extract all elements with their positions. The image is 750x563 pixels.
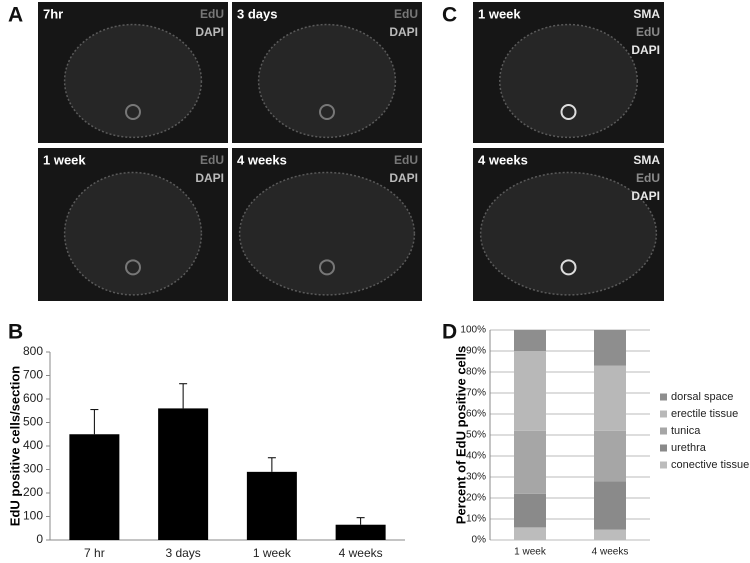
x-tick-label: 1 week — [514, 547, 547, 558]
y-tick-label: 800 — [23, 344, 43, 358]
panel-letter: D — [442, 321, 457, 344]
panel-letter: A — [8, 4, 23, 27]
y-tick-label: 0% — [472, 535, 487, 546]
legend-label: tunica — [671, 425, 701, 437]
tissue-section — [238, 171, 416, 296]
bar-segment — [514, 493, 546, 528]
stain-label: EdU — [200, 7, 224, 21]
x-tick-label: 4 weeks — [339, 546, 383, 560]
x-tick-label: 4 weeks — [592, 547, 629, 558]
y-axis-title: EdU positive cells/section — [7, 366, 22, 526]
y-tick-label: 60% — [466, 409, 486, 420]
y-tick-label: 80% — [466, 367, 486, 378]
y-tick-label: 600 — [23, 391, 43, 405]
stain-label: EdU — [636, 25, 660, 39]
image-label: 1 week — [478, 6, 521, 21]
stain-label: DAPI — [389, 25, 418, 39]
y-tick-label: 700 — [23, 368, 43, 382]
legend-swatch — [660, 427, 667, 435]
tissue-section — [63, 23, 203, 139]
x-tick-label: 7 hr — [84, 546, 105, 560]
y-tick-label: 10% — [466, 514, 486, 525]
legend-label: erectile tissue — [671, 408, 738, 420]
stain-label: DAPI — [195, 25, 224, 39]
stain-label: EdU — [636, 171, 660, 185]
image-label: 4 weeks — [478, 152, 528, 167]
bar-segment — [594, 481, 626, 530]
bar — [158, 408, 209, 540]
bar-segment — [594, 330, 626, 366]
y-tick-label: 0 — [36, 532, 43, 546]
image-label: 4 weeks — [237, 152, 287, 167]
y-tick-label: 200 — [23, 485, 43, 499]
stain-label: EdU — [394, 153, 418, 167]
legend-label: dorsal space — [671, 391, 733, 403]
legend-swatch — [660, 444, 667, 452]
urethra-outline — [125, 259, 141, 276]
x-tick-label: 1 week — [253, 546, 292, 560]
legend-label: urethra — [671, 442, 707, 454]
y-tick-label: 50% — [466, 430, 486, 441]
legend-label: conective tissue — [671, 459, 749, 471]
stain-label: DAPI — [195, 171, 224, 185]
bar — [335, 524, 386, 540]
y-tick-label: 100% — [460, 325, 486, 336]
urethra-outline — [319, 259, 335, 276]
tissue-section — [63, 171, 203, 296]
urethra-outline — [319, 103, 335, 120]
y-tick-label: 500 — [23, 415, 43, 429]
panel-letter: C — [442, 4, 457, 27]
bar-segment — [594, 365, 626, 431]
bar-segment — [514, 430, 546, 494]
tissue-section — [498, 23, 639, 139]
image-label: 3 days — [237, 6, 277, 21]
bar — [69, 434, 120, 540]
y-tick-label: 400 — [23, 438, 43, 452]
bar-segment — [514, 330, 546, 351]
y-tick-label: 20% — [466, 493, 486, 504]
tissue-section — [479, 171, 658, 296]
y-tick-label: 100 — [23, 509, 43, 523]
stain-label: DAPI — [389, 171, 418, 185]
y-axis-title: Percent of EdU positive cells — [453, 346, 468, 524]
panel-letter: B — [8, 321, 23, 344]
y-tick-label: 40% — [466, 451, 486, 462]
y-tick-label: 30% — [466, 472, 486, 483]
stain-label: DAPI — [631, 43, 660, 57]
bar-segment — [514, 351, 546, 431]
y-tick-label: 300 — [23, 462, 43, 476]
bar-segment — [594, 430, 626, 482]
stain-label: SMA — [633, 7, 660, 21]
x-tick-label: 3 days — [165, 546, 200, 560]
legend-swatch — [660, 410, 667, 418]
bar — [246, 471, 297, 540]
image-label: 1 week — [43, 152, 86, 167]
tissue-section — [257, 23, 397, 139]
stain-label: EdU — [394, 7, 418, 21]
legend-swatch — [660, 393, 667, 401]
legend-swatch — [660, 461, 667, 469]
urethra-outline — [125, 103, 141, 120]
stain-label: SMA — [633, 153, 660, 167]
y-tick-label: 90% — [466, 346, 486, 357]
y-tick-label: 70% — [466, 388, 486, 399]
bar-segment — [594, 529, 626, 540]
stain-label: EdU — [200, 153, 224, 167]
urethra-outline — [560, 103, 577, 120]
bar-segment — [514, 527, 546, 540]
urethra-outline — [560, 259, 577, 276]
stain-label: DAPI — [631, 189, 660, 203]
image-label: 7hr — [43, 6, 63, 21]
